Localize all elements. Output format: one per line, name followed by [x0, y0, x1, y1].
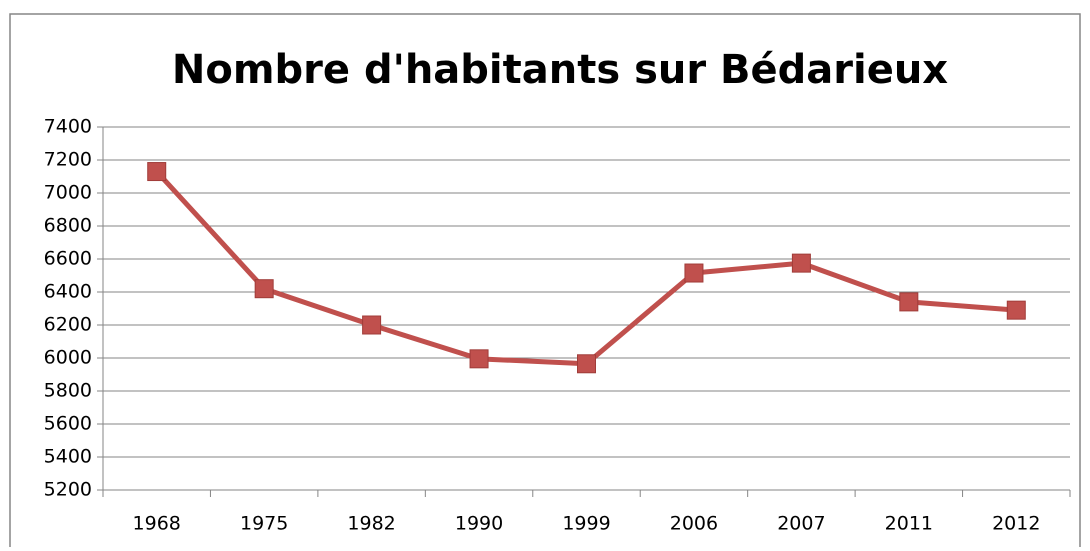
marker [899, 292, 919, 312]
x-tick-label: 2007 [777, 513, 825, 535]
marker [469, 349, 489, 369]
marker [684, 263, 704, 283]
y-tick-label: 6600 [44, 248, 92, 270]
y-tick-label: 5800 [44, 380, 92, 402]
y-tick-label: 6800 [44, 215, 92, 237]
y-tick-label: 5200 [44, 479, 92, 501]
x-tick-label: 1975 [240, 513, 288, 535]
x-tick-label: 1968 [133, 513, 181, 535]
marker [791, 253, 811, 273]
x-tick-label: 2012 [992, 513, 1040, 535]
marker [147, 162, 167, 182]
x-tick-label: 1999 [562, 513, 610, 535]
y-tick-label: 6200 [44, 314, 92, 336]
y-tick-label: 7200 [44, 149, 92, 171]
x-tick-label: 1982 [347, 513, 395, 535]
y-tick-label: 5600 [44, 413, 92, 435]
y-tick-label: 6400 [44, 281, 92, 303]
x-tick-label: 2006 [670, 513, 718, 535]
marker [577, 354, 596, 374]
chart-border [9, 13, 1081, 551]
chart-title: Nombre d'habitants sur Bédarieux [172, 47, 948, 93]
marker [254, 279, 274, 299]
y-tick-label: 7000 [44, 182, 92, 204]
y-tick-label: 6000 [44, 347, 92, 369]
x-tick-label: 2011 [885, 513, 933, 535]
x-tick-label: 1990 [455, 513, 503, 535]
marker [1006, 300, 1026, 320]
marker [362, 315, 382, 335]
y-tick-label: 5400 [44, 446, 92, 468]
y-tick-label: 7400 [44, 116, 92, 138]
